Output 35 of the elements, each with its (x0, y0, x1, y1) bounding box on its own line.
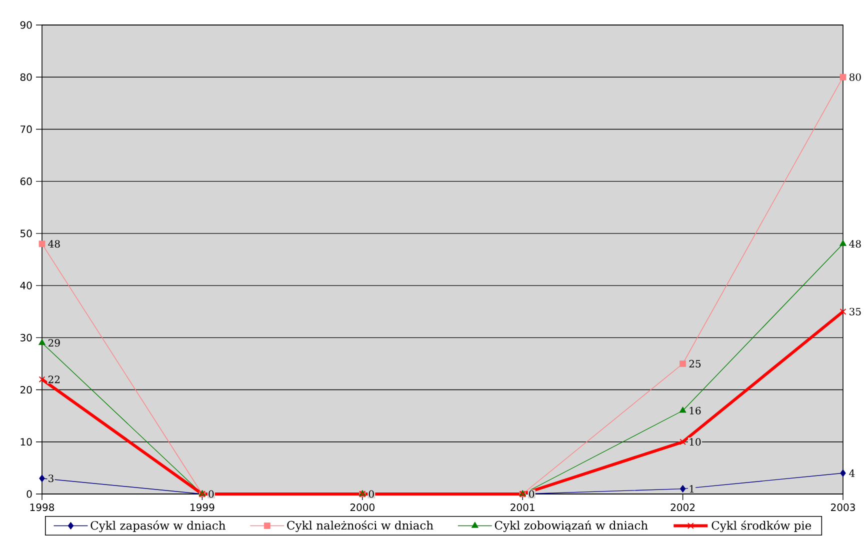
legend-label: Cykl należności w dniach (287, 520, 434, 532)
y-tick-label: 30 (20, 334, 32, 342)
legend-label: Cykl zapasów w dniach (90, 520, 226, 532)
data-label: 3 (48, 474, 54, 482)
data-label: 29 (48, 339, 60, 347)
data-label: 0 (368, 490, 374, 498)
x-tick-label: 2003 (831, 504, 855, 512)
data-label: 48 (48, 240, 60, 248)
y-tick-label: 10 (20, 438, 32, 446)
y-tick-label: 90 (20, 21, 32, 29)
data-label: 25 (689, 360, 701, 368)
x-tick-label: 1998 (30, 504, 54, 512)
data-label: 80 (849, 73, 861, 81)
data-label: 35 (850, 308, 861, 316)
data-label: 48 (849, 240, 861, 248)
y-tick-label: 60 (20, 178, 32, 186)
data-label: 0 (529, 490, 534, 498)
y-tick-label: 50 (20, 230, 32, 238)
legend-label: Cykl środków pie (712, 520, 812, 532)
x-tick-label: 2001 (510, 504, 534, 512)
data-label: 10 (690, 438, 701, 446)
y-tick-label: 70 (20, 125, 32, 134)
y-tick-label: 40 (20, 282, 32, 290)
data-label: 1 (690, 485, 694, 492)
y-tick-label: 20 (20, 386, 32, 394)
data-label: 22 (48, 376, 60, 384)
legend-label: Cykl zobowiązań w dniach (494, 520, 648, 532)
data-label: 0 (208, 490, 214, 498)
x-tick-label: 1999 (190, 504, 214, 512)
x-tick-label: 2000 (350, 504, 374, 512)
x-tick-label: 2002 (670, 504, 695, 512)
y-tick-label: 0 (26, 490, 32, 498)
data-label: 4 (849, 469, 855, 477)
y-tick-label: 80 (20, 73, 32, 81)
data-label: 16 (690, 406, 701, 414)
